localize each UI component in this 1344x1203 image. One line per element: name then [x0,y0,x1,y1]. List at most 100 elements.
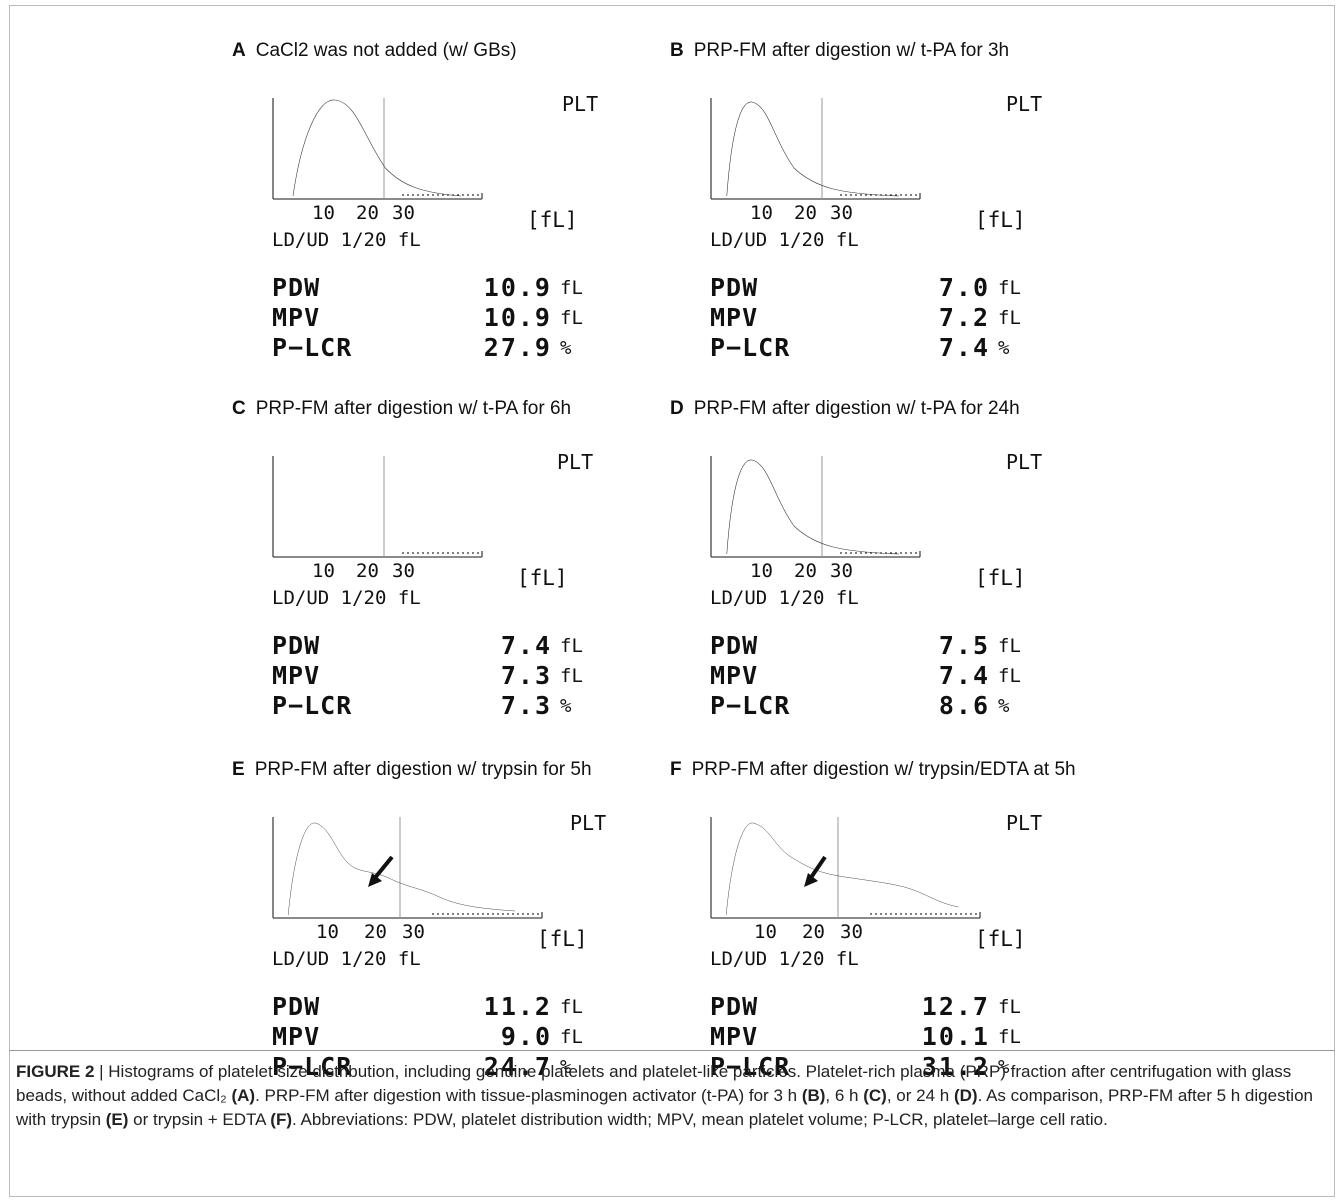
parameter-value: 7.4 [938,333,990,362]
tick-label: 10 [312,560,335,582]
parameter-value: 7.0 [938,273,990,302]
parameter-unit: % [998,337,1010,359]
parameter-unit: fL [998,277,1021,299]
panel-title-text: CaCl2 was not added (w/ GBs) [255,40,517,61]
parameter-unit: fL [560,1026,583,1048]
x-tick-labels: 10 20 30 [734,202,934,228]
caption-text: , 6 h [825,1086,864,1105]
tick-label: 30 [392,560,415,582]
unit-label: [fL] [517,566,568,590]
tick-label: 10 [750,560,773,582]
parameter-unit: fL [998,1026,1021,1048]
parameter-list: PDW 11.2 fL MPV 9.0 fL P−LCR 24.7 % [272,992,632,1082]
parameter-value: 7.3 [500,691,552,720]
caption-panel-ref: (A) [231,1086,256,1105]
caption-panel-ref: (F) [270,1110,293,1129]
parameter-value: 24.7 [483,1052,552,1081]
parameter-name: PDW [710,631,759,660]
plt-label: PLT [1006,450,1043,474]
arrow-icon [804,855,827,887]
panel-letter: D [670,398,684,419]
parameter-row: PDW 10.9 fL [272,273,632,303]
x-tick-labels: 10 20 30 [734,921,934,947]
tick-label: 20 [802,921,825,943]
parameter-row: PDW 7.5 fL [710,631,1070,661]
parameter-row: MPV 7.3 fL [272,661,632,691]
parameter-row: P−LCR 7.4 % [710,333,1070,363]
parameter-unit: fL [998,665,1021,687]
parameter-row: MPV 7.4 fL [710,661,1070,691]
parameter-name: MPV [272,661,321,690]
parameter-row: MPV 10.1 fL [710,1022,1070,1052]
parameter-row: P−LCR 31.2 % [710,1052,1070,1082]
scale-label: LD/UD 1/20 fL [272,229,421,251]
scale-label: LD/UD 1/20 fL [710,948,859,970]
histogram [710,98,921,200]
parameter-list: PDW 7.4 fL MPV 7.3 fL P−LCR 7.3 % [272,631,632,721]
parameter-value: 12.7 [921,992,990,1021]
parameter-unit: fL [998,307,1021,329]
parameter-name: PDW [272,631,321,660]
tick-label: 10 [316,921,339,943]
histogram [272,817,543,919]
panel-letter: C [232,398,246,419]
parameter-value: 10.9 [483,303,552,332]
parameter-unit: % [998,695,1010,717]
panel-title: B PRP-FM after digestion w/ t-PA for 3h [670,40,1009,62]
parameter-value: 11.2 [483,992,552,1021]
figure-caption: FIGURE 2 | Histograms of platelet size d… [16,1060,1328,1132]
parameter-value: 7.2 [938,303,990,332]
parameter-unit: fL [998,635,1021,657]
tick-label: 30 [392,202,415,224]
histogram [710,456,921,558]
parameter-name: PDW [710,992,759,1021]
panel-f: F PRP-FM after digestion w/ trypsin/EDTA … [670,759,1090,1109]
histogram [272,98,483,200]
plt-label: PLT [570,811,607,835]
histogram [710,817,981,919]
parameter-name: PDW [272,992,321,1021]
panel-c: C PRP-FM after digestion w/ t-PA for 6h P… [232,398,652,748]
unit-label: [fL] [537,927,588,951]
parameter-name: PDW [272,273,321,302]
caption-separator: | [94,1062,109,1081]
caption-text: . Abbreviations: PDW, platelet distribut… [292,1110,1108,1129]
distribution-curve [288,823,515,915]
parameter-name: MPV [710,1022,759,1051]
parameter-row: MPV 7.2 fL [710,303,1070,333]
panel-title-text: PRP-FM after digestion w/ t-PA for 3h [693,40,1010,61]
parameter-row: PDW 7.4 fL [272,631,632,661]
parameter-row: P−LCR 24.7 % [272,1052,632,1082]
figure-frame [9,5,1335,1197]
parameter-list: PDW 10.9 fL MPV 10.9 fL P−LCR 27.9 % [272,273,632,363]
distribution-curve [726,823,958,915]
panel-title-text: PRP-FM after digestion w/ trypsin for 5h [254,759,592,780]
parameter-unit: fL [560,996,583,1018]
panel-e: E PRP-FM after digestion w/ trypsin for 5… [232,759,652,1109]
parameter-name: MPV [710,303,759,332]
tick-label: 30 [830,202,853,224]
parameter-name: P−LCR [272,333,353,362]
parameter-value: 9.0 [500,1022,552,1051]
caption-text: or trypsin + EDTA [128,1110,271,1129]
parameter-value: 7.4 [500,631,552,660]
parameter-name: P−LCR [272,1052,353,1081]
parameter-value: 10.9 [483,273,552,302]
unit-label: [fL] [975,208,1026,232]
parameter-unit: % [560,695,572,717]
caption-text: . As comparison, PRP-FM after 5 h digest… [16,1086,1313,1129]
panel-title: A CaCl2 was not added (w/ GBs) [232,40,517,62]
plt-label: PLT [1006,811,1043,835]
parameter-name: MPV [710,661,759,690]
parameter-value: 7.5 [938,631,990,660]
parameter-unit: % [998,1056,1010,1078]
tick-label: 20 [364,921,387,943]
x-tick-labels: 10 20 30 [296,560,496,586]
histogram [272,456,483,558]
panel-letter: B [670,40,684,61]
parameter-name: P−LCR [710,1052,791,1081]
panel-d: D PRP-FM after digestion w/ t-PA for 24h … [670,398,1090,748]
parameter-row: P−LCR 7.3 % [272,691,632,721]
parameter-unit: fL [560,277,583,299]
parameter-value: 7.3 [500,661,552,690]
